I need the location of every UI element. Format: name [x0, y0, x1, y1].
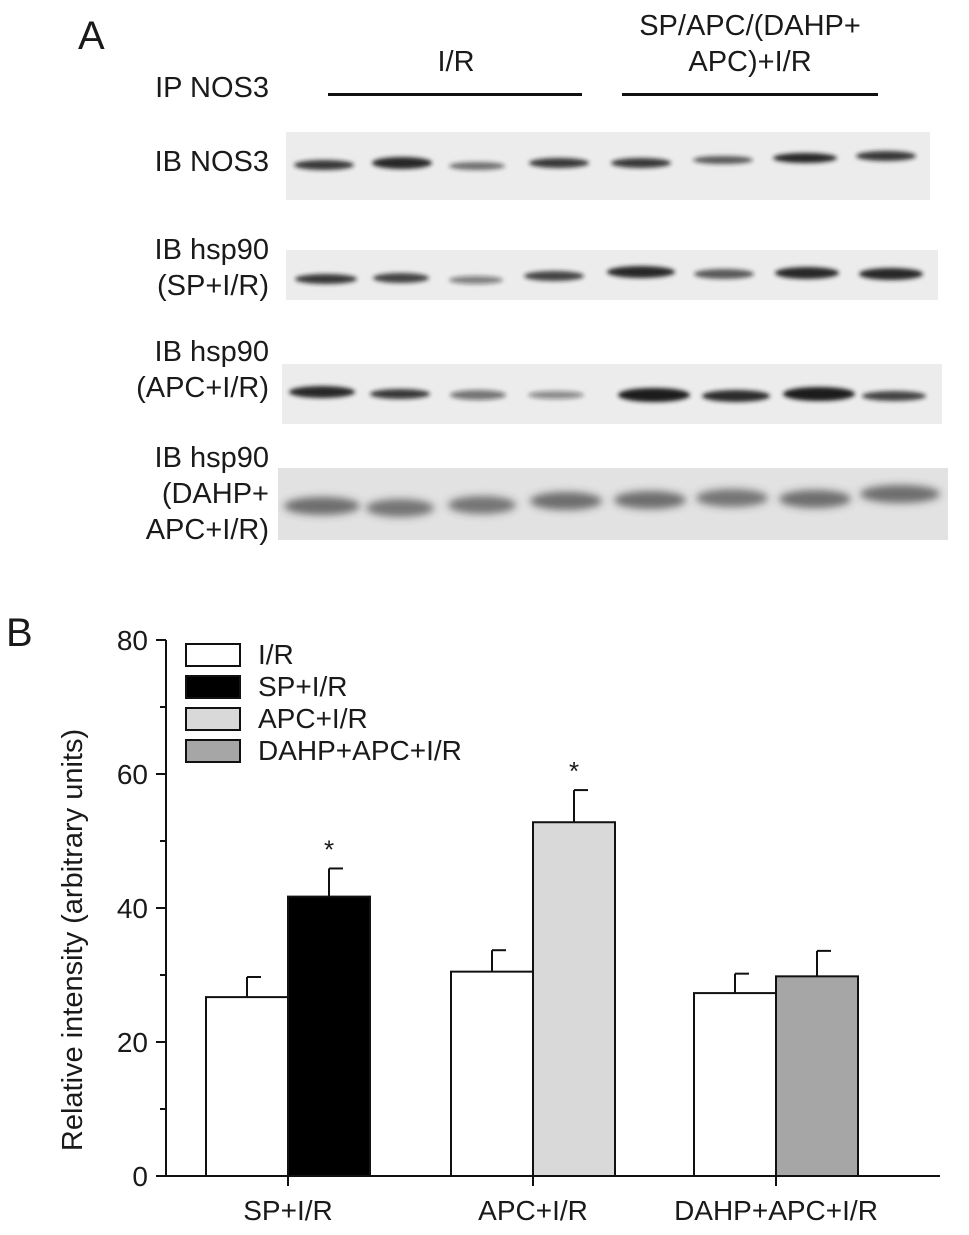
y-tick-label: 60	[117, 759, 148, 790]
bars: **	[205, 756, 859, 1178]
band	[449, 162, 505, 170]
group-label-treated: SP/APC/(DAHP+ APC)+I/R	[600, 8, 900, 80]
band	[373, 273, 429, 283]
ip-label: IP NOS3	[155, 72, 269, 104]
band	[530, 492, 602, 510]
band	[693, 156, 753, 164]
band	[614, 491, 686, 509]
x-tick-label: SP+I/R	[243, 1195, 332, 1226]
legend-label: SP+I/R	[258, 671, 347, 702]
legend-swatch	[185, 739, 241, 763]
band	[448, 496, 516, 514]
band	[779, 490, 851, 508]
row-label-hsp90-dahp: IB hsp90 (DAHP+ APC+I/R)	[146, 440, 269, 548]
band	[294, 160, 354, 170]
bar-chart: B Relative intensity (arbitrary units) 0…	[6, 611, 940, 1226]
significance-marker: *	[569, 756, 579, 786]
legend-swatch	[185, 707, 241, 731]
group-label-treated-line-2: APC)+I/R	[688, 46, 812, 78]
band	[295, 274, 357, 284]
bar	[532, 821, 616, 1178]
band	[618, 388, 690, 402]
row-label-line: (DAHP+	[161, 478, 269, 510]
band	[289, 386, 355, 398]
legend-label: I/R	[258, 639, 294, 670]
band	[528, 391, 584, 399]
y-tick-label: 20	[117, 1027, 148, 1058]
group-label-treated-line-1: SP/APC/(DAHP+	[639, 10, 861, 42]
legend-label: DAHP+APC+I/R	[258, 735, 462, 766]
panel-b-letter: B	[6, 611, 33, 655]
panel-a-letter: A	[78, 14, 105, 58]
group-line-ir	[328, 93, 582, 96]
band	[696, 489, 768, 507]
band	[775, 267, 839, 279]
blot-hsp90-dahp	[278, 468, 948, 540]
band	[862, 391, 926, 401]
band	[694, 269, 754, 279]
y-tick-label: 0	[132, 1161, 148, 1192]
y-tick-label: 80	[117, 625, 148, 656]
group-label-ir-line: I/R	[437, 46, 475, 78]
band	[450, 390, 506, 400]
band	[524, 271, 584, 281]
row-label-line: (SP+I/R)	[157, 270, 269, 302]
bar	[205, 996, 289, 1177]
band	[370, 389, 430, 399]
row-label-hsp90-apc: IB hsp90 (APC+I/R)	[136, 334, 269, 406]
legend-swatch	[185, 643, 241, 667]
row-label-line: IB hsp90	[154, 336, 269, 368]
blot-hsp90-apc	[282, 364, 942, 424]
row-label-ib-nos3: IB NOS3	[155, 144, 269, 180]
group-label-ir: I/R	[330, 44, 582, 80]
blot-ib-nos3	[286, 132, 930, 200]
band	[372, 157, 432, 169]
bar	[775, 975, 859, 1177]
band	[529, 158, 589, 168]
blot-hsp90-sp	[286, 250, 938, 300]
row-label-hsp90-sp: IB hsp90 (SP+I/R)	[155, 232, 269, 304]
row-label-line: IB hsp90	[154, 442, 269, 474]
band	[607, 266, 675, 278]
row-label-line: IB NOS3	[154, 146, 269, 178]
band	[449, 276, 503, 284]
row-label-line: APC+I/R)	[145, 514, 269, 546]
band	[702, 390, 770, 402]
bar	[287, 895, 371, 1177]
bar	[450, 970, 534, 1177]
band	[856, 151, 916, 161]
band	[284, 497, 360, 515]
band	[859, 268, 923, 280]
row-label-line: (APC+I/R)	[136, 372, 269, 404]
band	[860, 485, 940, 503]
x-tick-label: APC+I/R	[478, 1195, 588, 1226]
band	[773, 153, 837, 163]
band	[611, 158, 671, 168]
legend-label: APC+I/R	[258, 703, 368, 734]
y-axis-label: Relative intensity (arbitrary units)	[57, 729, 89, 1151]
bar	[693, 992, 777, 1177]
significance-marker: *	[324, 834, 334, 864]
row-label-line: IB hsp90	[154, 234, 269, 266]
legend-swatch	[185, 675, 241, 699]
band	[366, 499, 434, 517]
x-tick-label: DAHP+APC+I/R	[674, 1195, 878, 1226]
band	[783, 387, 855, 401]
y-tick-label: 40	[117, 893, 148, 924]
group-line-treated	[622, 93, 878, 96]
